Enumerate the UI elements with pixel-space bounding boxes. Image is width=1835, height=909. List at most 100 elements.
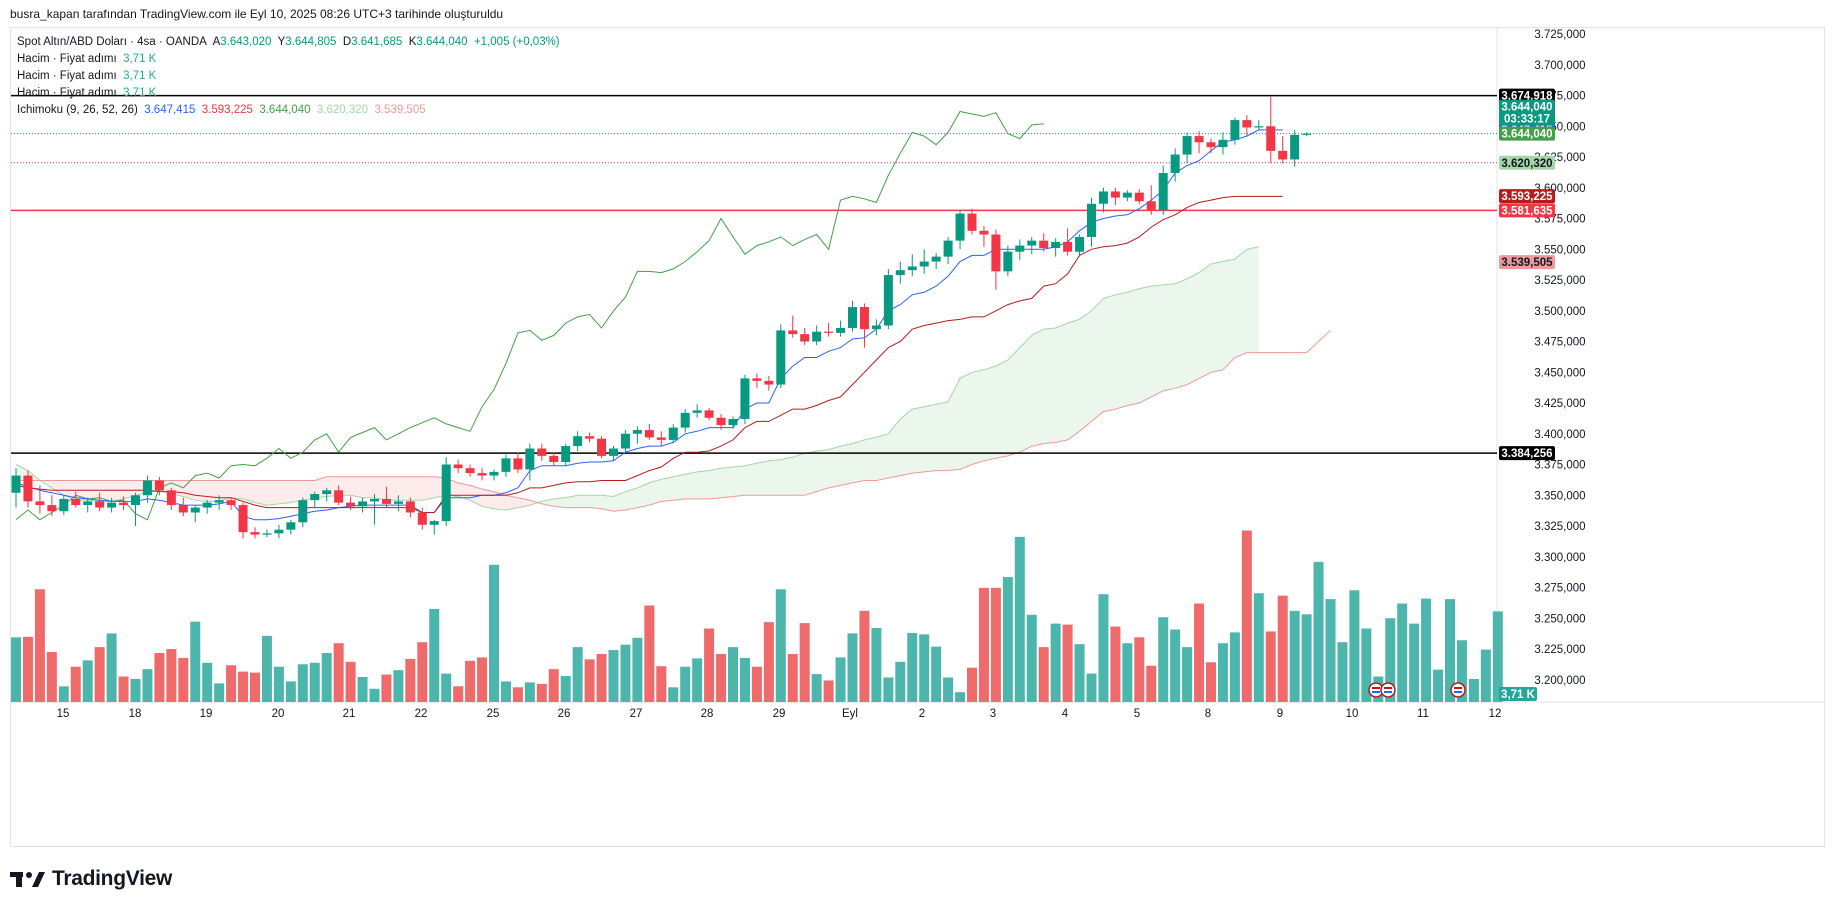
x-tick-label: 25 (487, 708, 500, 720)
volume-bar (1122, 643, 1133, 702)
x-tick-label: 29 (773, 708, 786, 720)
volume-tag-label: 3,71 K (1501, 689, 1536, 701)
x-tick-label: 28 (701, 708, 714, 720)
candle-body (776, 330, 786, 385)
ichimoku-span-b-value: 3.539,505 (374, 104, 426, 116)
x-tick-label: 15 (57, 708, 70, 720)
candle-body (405, 501, 415, 513)
candle-body (1206, 142, 1216, 148)
candle-body (883, 275, 893, 326)
ichimoku-cloud-segment (840, 443, 853, 486)
candle-body (537, 448, 547, 456)
legend-ichimoku-row[interactable]: Ichimoku (9, 26, 52, 26) 3.647,415 3.593… (17, 102, 560, 119)
volume-bar (465, 660, 476, 702)
countdown-label: 03:33:17 (1504, 114, 1550, 126)
y-tick-label: 3.325,000 (1534, 521, 1585, 533)
candle-body (262, 533, 272, 535)
volume-bar (835, 657, 846, 702)
candle-body (95, 501, 105, 508)
volume-bar (1026, 614, 1037, 702)
candle-body (632, 430, 642, 434)
legend-symbol[interactable]: Spot Altın/ABD Doları · 4sa · OANDA (17, 36, 207, 48)
candle-body (47, 505, 57, 512)
volume-bar (11, 637, 21, 702)
volume-bar (608, 650, 619, 702)
ichimoku-cloud-segment (828, 446, 841, 488)
legend-open-label: A (212, 36, 221, 48)
candle-body (1039, 240, 1049, 249)
y-tick-label: 3.550,000 (1534, 244, 1585, 256)
ichimoku-cloud-segment (195, 480, 208, 502)
candle-body (1218, 139, 1228, 148)
volume-bar (775, 589, 786, 702)
candle-body (1134, 192, 1144, 202)
ichimoku-cloud-segment (721, 466, 733, 498)
volume-bar (477, 657, 488, 702)
candle-body (23, 475, 33, 502)
price-tag-label: 3.384,256 (1501, 448, 1552, 460)
candle-body (501, 458, 511, 472)
candle-body (166, 490, 176, 506)
volume-bar (584, 659, 595, 702)
y-tick-label: 3.700,000 (1534, 60, 1585, 72)
ichimoku-cloud-segment (804, 450, 817, 496)
y-tick-label: 3.475,000 (1534, 337, 1585, 349)
volume-bar (871, 628, 882, 702)
legend-volume-row[interactable]: Hacim · Fiyat adımı 3,71 K (17, 51, 560, 68)
candle-body (943, 240, 953, 257)
volume-bar (106, 633, 117, 702)
volume-bar (739, 657, 750, 702)
ichimoku-cloud-segment (1007, 347, 1020, 456)
legend-volume-row[interactable]: Hacim · Fiyat adımı 3,71 K (17, 85, 560, 102)
price-tag (1499, 155, 1555, 170)
legend-volume-row[interactable]: Hacim · Fiyat adımı 3,71 K (17, 68, 560, 85)
ichimoku-cloud-segment (1055, 323, 1068, 443)
ichimoku-cloud-segment (816, 449, 829, 492)
price-tag-label: 3.644,040 (1501, 129, 1552, 141)
volume-bar (1409, 623, 1420, 702)
volume-bar (429, 608, 440, 702)
y-tick-label: 3.525,000 (1534, 275, 1585, 287)
candle-body (381, 498, 391, 504)
candle-body (967, 213, 977, 231)
volume-indicator-label: Hacim · Fiyat adımı (17, 70, 117, 82)
price-tag (1499, 99, 1555, 126)
candle-body (1194, 136, 1204, 143)
candle-body (585, 436, 595, 439)
candle-body (1182, 136, 1192, 155)
volume-bar (620, 644, 631, 702)
volume-indicator-value: 3,71 K (123, 87, 157, 99)
volume-bar (728, 647, 738, 702)
chart-legend: Spot Altın/ABD Doları · 4sa · OANDA A3.6… (17, 34, 560, 119)
volume-bar (799, 623, 810, 702)
ichimoku-cloud-segment (207, 480, 220, 502)
candle-body (848, 307, 857, 328)
volume-bar (357, 677, 368, 702)
ichimoku-cloud-segment (613, 491, 626, 512)
tradingview-brand[interactable]: TradingView (10, 866, 172, 892)
y-tick-label: 3.200,000 (1534, 675, 1585, 687)
volume-bar (955, 692, 966, 702)
legend-close-label: K (408, 36, 417, 48)
economic-event-icon (1454, 691, 1462, 693)
ichimoku-cloud-segment (983, 366, 996, 461)
ichimoku-cloud-segment (995, 359, 1008, 459)
ichimoku-cloud-segment (661, 476, 674, 502)
volume-bar (453, 686, 464, 702)
ichimoku-cloud-segment (482, 489, 494, 509)
volume-bar (1337, 642, 1348, 702)
ichimoku-span-a-line (15, 246, 1259, 511)
candle-body (274, 529, 284, 534)
volume-bar (847, 633, 858, 702)
volume-bar (1050, 623, 1061, 702)
candle-body (178, 505, 188, 513)
candle-body (477, 473, 487, 476)
volume-bar (787, 653, 798, 702)
volume-bar (190, 621, 201, 702)
y-tick-label: 3.725,000 (1534, 29, 1585, 41)
volume-bar (489, 564, 499, 702)
volume-bar (967, 667, 977, 702)
ichimoku-cloud-segment (637, 482, 650, 508)
volume-bar (895, 661, 906, 702)
